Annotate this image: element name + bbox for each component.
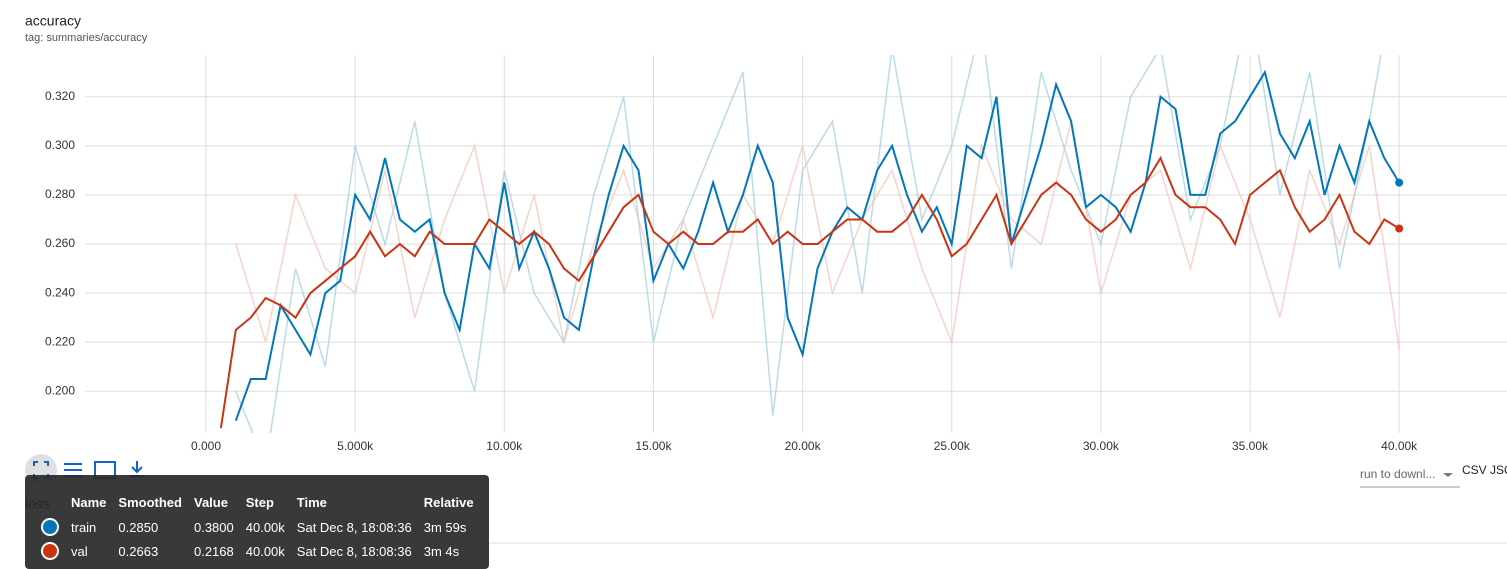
hover-dot [1395,224,1404,233]
y-tick-label: 0.260 [45,236,75,250]
tooltip-row: train 0.2850 0.3800 40.00k Sat Dec 8, 18:08:… [35,515,480,539]
chart-tag: tag: summaries/accuracy [25,32,148,44]
y-tick-label: 0.220 [45,334,75,348]
tooltip-cell: val [71,543,88,559]
tooltip-cell: 3m 4s [423,543,460,559]
tooltip-column-header: Smoothed [118,495,182,510]
x-tick-label: 40.00k [1381,439,1418,453]
y-tick-label: 0.320 [45,89,75,103]
tooltip-column-header: Relative [423,495,474,510]
tooltip-swatch [41,518,59,536]
run-select[interactable]: run to downl... [1360,467,1435,481]
raw-line [235,121,1400,351]
tooltip-cell: Sat Dec 8, 18:08:36 [296,519,412,535]
raw-line [235,55,1382,433]
chart-title: accuracy [25,13,81,29]
tooltip-cell: 0.2663 [118,543,159,559]
y-tick-label: 0.240 [45,285,75,299]
x-tick-label: 0.000 [191,439,221,453]
x-tick-label: 15.00k [635,439,672,453]
tooltip-cell: Sat Dec 8, 18:08:36 [296,543,412,559]
x-tick-label: 35.00k [1232,439,1269,453]
x-tick-label: 5.000k [337,439,374,453]
tooltip-column-header: Value [193,495,228,510]
tooltip-column-header: Time [296,495,327,510]
smoothed-line [234,69,1401,422]
hover-dot [1395,178,1404,187]
x-tick-label: 20.00k [785,439,822,453]
tooltip-cell: 0.3800 [193,519,234,535]
x-tick-label: 10.00k [486,439,523,453]
tooltip-swatch-cell [35,539,65,563]
tooltip-cell: 3m 59s [423,519,467,535]
tooltip-cell: 40.00k [245,519,285,535]
tooltip-swatch-cell [35,515,65,539]
y-tick-label: 0.300 [45,138,75,152]
select-arrow [1443,473,1453,477]
tooltip-row: val 0.2663 0.2168 40.00k Sat Dec 8, 18:08:36… [35,539,480,563]
tooltip-column-header: Step [245,495,274,510]
smoothed-line [219,155,1400,429]
tooltip-swatch [41,542,59,560]
y-tick-label: 0.280 [45,187,75,201]
format-links[interactable]: CSV JSO [1462,463,1507,477]
y-tick-label: 0.200 [45,383,75,397]
tooltip-cell: 0.2168 [193,543,234,559]
x-tick-label: 25.00k [934,439,971,453]
download-button[interactable] [130,461,144,477]
tooltip: Name Smoothed Value Step Time Relative train 0.… [25,475,489,569]
x-tick-label: 30.00k [1083,439,1120,453]
tooltip-table: Name Smoothed Value Step Time Relative train 0.… [35,493,480,563]
tooltip-column-header: Name [71,495,107,510]
tooltip-cell: train [71,519,97,535]
tooltip-cell: 0.2850 [118,519,159,535]
tooltip-swatch-header [35,493,65,515]
tooltip-cell: 40.00k [245,543,285,559]
fullscreen-button[interactable] [33,461,49,479]
